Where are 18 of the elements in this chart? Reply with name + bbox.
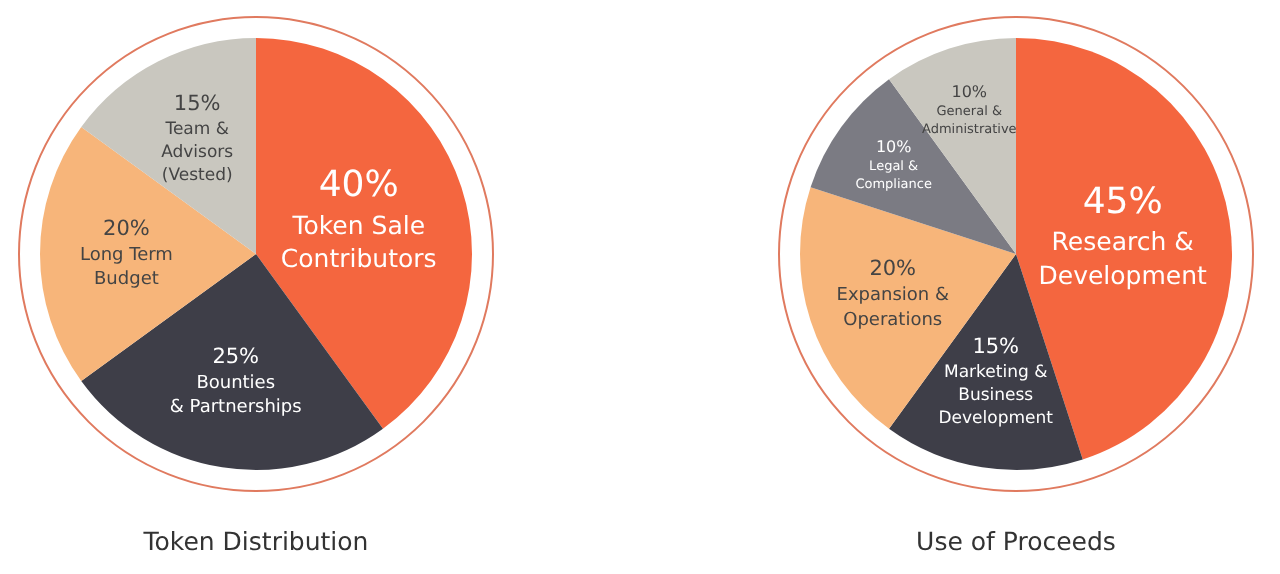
data-label: 20% — [103, 217, 150, 242]
slice-label: Bounties & Partnerships — [169, 374, 303, 419]
data-label: 15% — [173, 91, 221, 116]
data-label: 45% — [1082, 180, 1163, 223]
data-label: 10% — [875, 137, 913, 156]
slice-label: Marketing & Business Development — [938, 363, 1055, 430]
data-label: 25% — [212, 345, 260, 370]
data-label: 40% — [318, 164, 399, 207]
slice-label: Expansion & Operations — [836, 286, 949, 331]
data-label: 15% — [972, 335, 1020, 360]
text: Use of Proceeds — [914, 526, 1118, 556]
slice-label: Token Sale Contributors — [280, 209, 437, 274]
slice-label: Long Term Budget — [79, 246, 173, 291]
text: Token Distribution — [141, 526, 371, 556]
slice-label: Research & Development — [1038, 226, 1208, 290]
data-label: 20% — [869, 257, 917, 282]
slice-label: Team & Advisors (Vested) — [161, 119, 235, 186]
data-label: 10% — [951, 82, 988, 101]
